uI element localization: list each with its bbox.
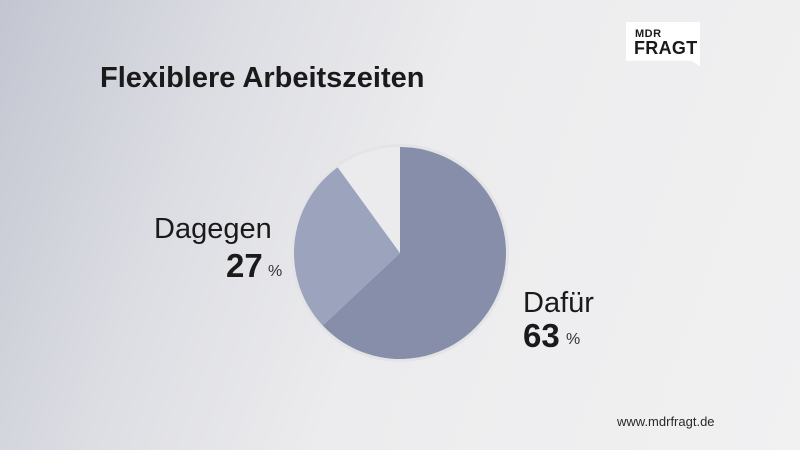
logo-text-top: MDR: [635, 28, 662, 40]
mdr-fragt-logo: MDR FRAGT: [626, 22, 700, 66]
chart-title: Flexiblere Arbeitszeiten: [100, 62, 425, 94]
slice-label-dafuer: Dafür: [523, 287, 594, 319]
footer-url: www.mdrfragt.de: [617, 414, 715, 429]
slice-value-dagegen: 27: [226, 247, 263, 284]
slice-value-dafuer: 63: [523, 317, 560, 354]
pie-slice-rest-2: [337, 147, 400, 253]
pie-slice-dafuer: [322, 147, 507, 359]
logo-text-bottom: FRAGT: [634, 38, 698, 58]
slice-unit-dafuer: %: [566, 331, 581, 348]
pie-slice-dagegen: [293, 167, 400, 326]
slice-unit-dagegen: %: [268, 263, 283, 280]
slice-label-dagegen: Dagegen: [154, 213, 272, 245]
